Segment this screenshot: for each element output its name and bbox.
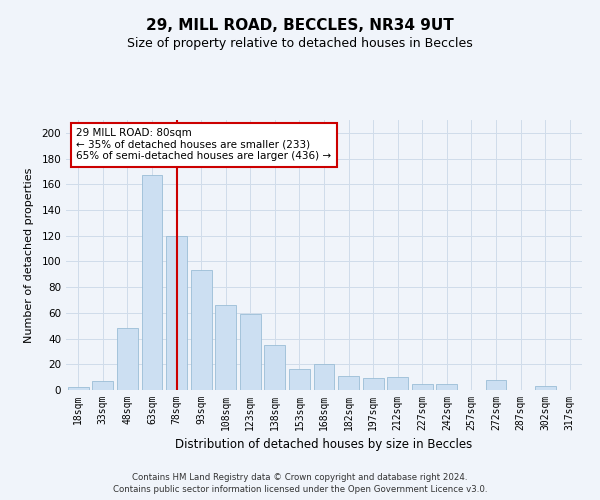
Bar — [535, 386, 556, 390]
Bar — [215, 305, 236, 390]
Bar — [166, 236, 187, 390]
Y-axis label: Number of detached properties: Number of detached properties — [25, 168, 34, 342]
Bar — [314, 364, 334, 390]
X-axis label: Distribution of detached houses by size in Beccles: Distribution of detached houses by size … — [175, 438, 473, 452]
Text: 29, MILL ROAD, BECCLES, NR34 9UT: 29, MILL ROAD, BECCLES, NR34 9UT — [146, 18, 454, 32]
Text: Contains HM Land Registry data © Crown copyright and database right 2024.: Contains HM Land Registry data © Crown c… — [132, 472, 468, 482]
Bar — [142, 176, 163, 390]
Bar — [240, 314, 261, 390]
Text: Size of property relative to detached houses in Beccles: Size of property relative to detached ho… — [127, 38, 473, 51]
Bar — [338, 376, 359, 390]
Text: 29 MILL ROAD: 80sqm
← 35% of detached houses are smaller (233)
65% of semi-detac: 29 MILL ROAD: 80sqm ← 35% of detached ho… — [76, 128, 331, 162]
Bar — [117, 328, 138, 390]
Bar — [92, 381, 113, 390]
Bar — [485, 380, 506, 390]
Text: Contains public sector information licensed under the Open Government Licence v3: Contains public sector information licen… — [113, 485, 487, 494]
Bar — [412, 384, 433, 390]
Bar — [289, 370, 310, 390]
Bar — [436, 384, 457, 390]
Bar — [362, 378, 383, 390]
Bar — [265, 345, 286, 390]
Bar — [191, 270, 212, 390]
Bar — [68, 388, 89, 390]
Bar — [387, 377, 408, 390]
